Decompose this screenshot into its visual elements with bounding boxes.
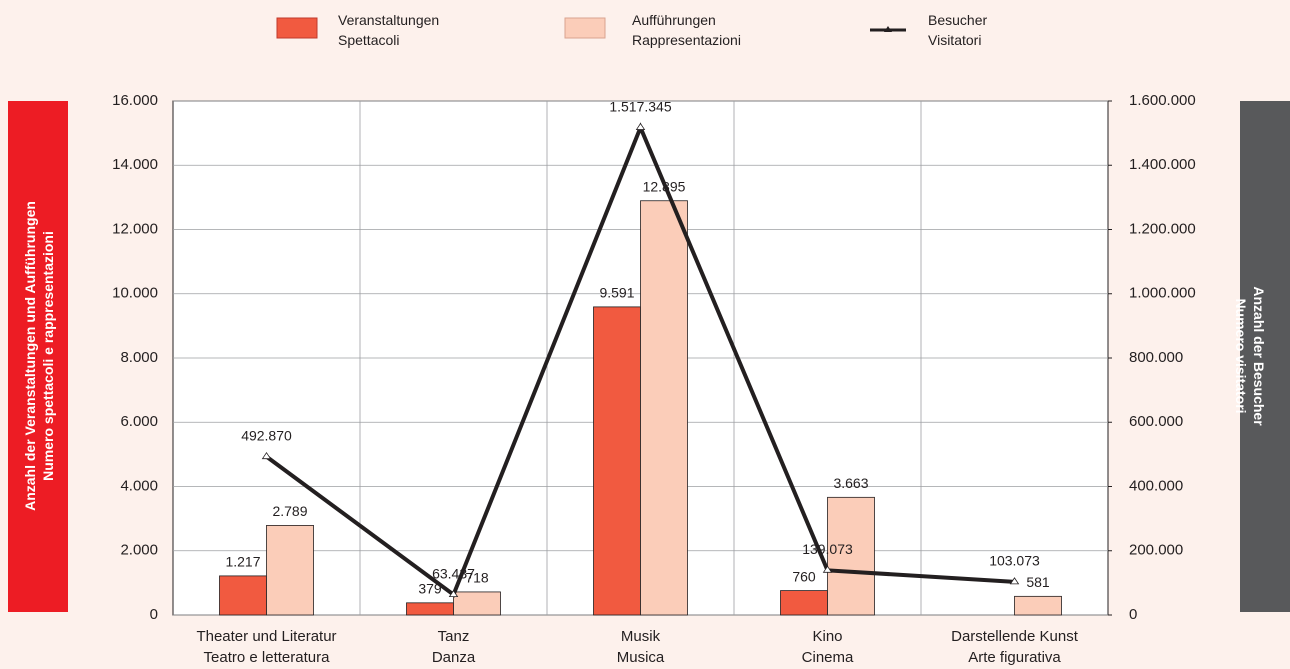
line-marker	[635, 122, 646, 130]
y-tick-label: 14.000	[112, 156, 158, 173]
legend-swatch	[564, 17, 606, 39]
y-tick-label: 6.000	[120, 413, 158, 430]
bar	[219, 575, 267, 616]
data-label: 2.789	[272, 503, 307, 519]
data-label: 103.073	[989, 553, 1040, 569]
data-label: 3.663	[833, 475, 868, 491]
legend-label: Besucher Visitatori	[928, 12, 987, 48]
data-label: 718	[465, 570, 489, 586]
y-axis-title-line: Numero spettacoli e rappresentazioni	[40, 231, 56, 481]
data-label: 492.870	[241, 427, 292, 443]
bar	[1014, 595, 1062, 616]
x-tick-label-line: Arte figurativa	[968, 649, 1061, 666]
legend-label-line: Besucher	[928, 12, 987, 28]
legend-label-line: Aufführungen	[632, 12, 716, 28]
y-axis-title-line: Anzahl der Veranstaltungen und Aufführun…	[22, 201, 38, 511]
bar	[593, 306, 641, 616]
legend-label-line: Spettacoli	[338, 32, 399, 48]
y-axis-box	[8, 101, 68, 612]
y2-tick-label: 1.400.000	[1129, 156, 1196, 173]
data-label: 379	[418, 581, 442, 597]
line-marker	[1009, 577, 1020, 585]
y2-tick-label: 400.000	[1129, 477, 1183, 494]
x-tick-label-line: Darstellende Kunst	[951, 628, 1079, 645]
x-tick-label-line: Theater und Literatur	[196, 628, 336, 645]
x-tick-label-line: Musik	[621, 628, 661, 645]
x-tick-label: Tanz Danza	[432, 628, 476, 666]
x-tick-label: Theater und Literatur Teatro e letteratur…	[196, 628, 336, 666]
y-tick-label: 0	[150, 606, 158, 623]
data-label: 63.437	[432, 565, 475, 581]
x-tick-label: Musik Musica	[617, 628, 665, 666]
x-tick-label: Darstellende Kunst Arte figurativa	[951, 628, 1079, 666]
y-tick-label: 4.000	[120, 477, 158, 494]
y-tick-label: 10.000	[112, 285, 158, 302]
data-label: 1.517.345	[609, 98, 671, 114]
legend-label: Veranstaltungen Spettacoli	[338, 12, 439, 48]
bar	[780, 590, 828, 616]
line-marker	[822, 565, 833, 573]
x-tick-label-line: Musica	[617, 649, 665, 666]
legend-label-line: Rappresentazioni	[632, 32, 741, 48]
y-axis-title: Anzahl der Veranstaltungen und Aufführun…	[22, 201, 56, 511]
y2-tick-label: 800.000	[1129, 349, 1183, 366]
y2-tick-label: 600.000	[1129, 413, 1183, 430]
legend-label-line: Veranstaltungen	[338, 12, 439, 28]
bar	[453, 591, 501, 616]
data-label: 1.217	[225, 554, 260, 570]
x-tick-label-line: Teatro e letteratura	[204, 649, 331, 666]
bar	[827, 496, 875, 616]
x-tick-label-line: Cinema	[802, 649, 854, 666]
line-marker	[448, 589, 459, 598]
y2-axis-title-line: Anzahl der Besucher	[1251, 286, 1267, 426]
data-label: 760	[792, 568, 816, 584]
y-tick-label: 16.000	[112, 92, 158, 109]
y2-axis-box	[1240, 101, 1290, 612]
legend-swatch	[276, 17, 318, 39]
data-label: 9.591	[599, 285, 634, 301]
data-label: 581	[1026, 574, 1050, 590]
bar	[266, 525, 314, 616]
x-tick-label: Kino Cinema	[802, 628, 854, 666]
data-label: 139.073	[802, 541, 853, 557]
y-tick-label: 2.000	[120, 542, 158, 559]
x-tick-label-line: Danza	[432, 649, 476, 666]
x-tick-label-line: Kino	[812, 628, 842, 645]
y-tick-label: 8.000	[120, 349, 158, 366]
y2-tick-label: 0	[1129, 606, 1137, 623]
legend-label: Aufführungen Rappresentazioni	[632, 12, 741, 48]
y-tick-label: 12.000	[112, 220, 158, 237]
bar	[406, 602, 454, 616]
y2-tick-label: 200.000	[1129, 542, 1183, 559]
y2-tick-label: 1.200.000	[1129, 220, 1196, 237]
y2-tick-label: 1.000.000	[1129, 285, 1196, 302]
y2-axis-title-line: Numero visitatori	[1233, 298, 1249, 413]
legend-marker	[884, 26, 892, 32]
legend-label-line: Visitatori	[928, 32, 981, 48]
x-tick-label-line: Tanz	[438, 628, 470, 645]
y2-tick-label: 1.600.000	[1129, 92, 1196, 109]
y2-axis-title: Anzahl der BesucherNumero visitatori	[1233, 286, 1267, 426]
line-marker	[261, 451, 272, 460]
bar	[640, 200, 688, 616]
